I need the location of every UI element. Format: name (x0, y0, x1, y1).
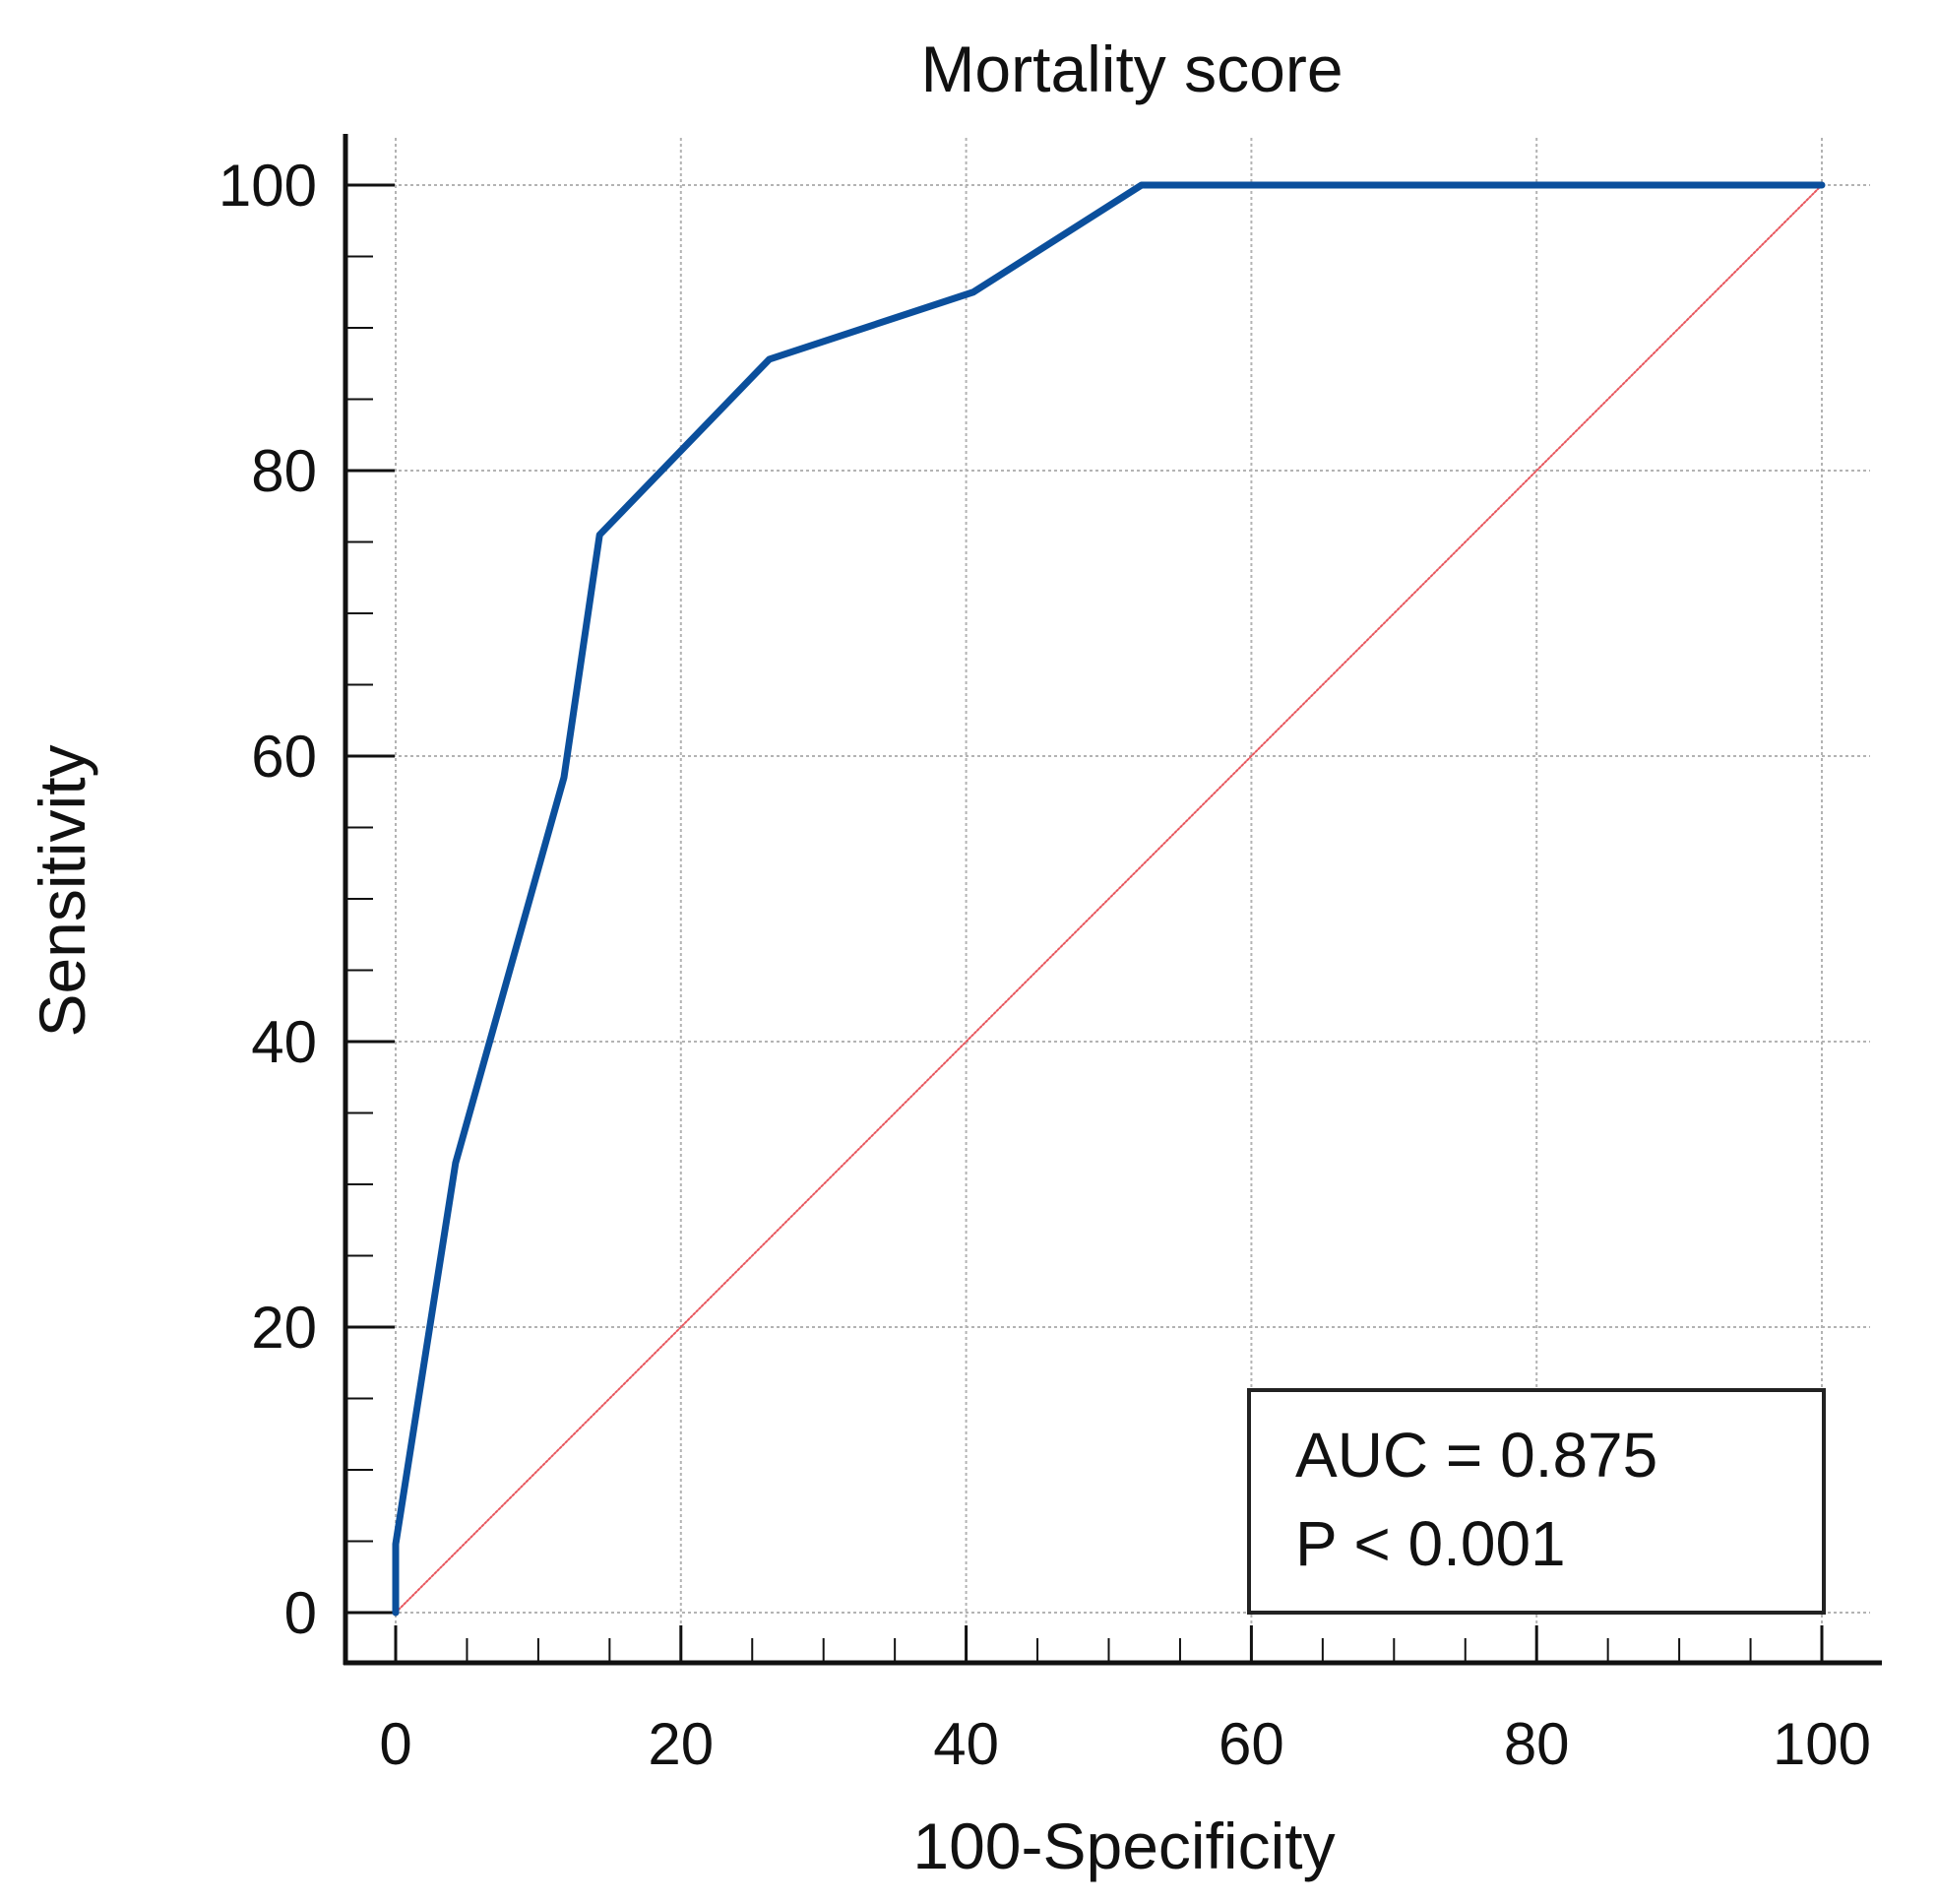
chart-title: Mortality score (920, 32, 1343, 105)
series (392, 181, 1826, 1617)
annotation-box (1247, 1388, 1826, 1615)
reference-line (395, 184, 1823, 1614)
grid (345, 138, 1870, 1663)
legend-box: AUC = 0.875 P < 0.001 (1247, 1388, 1826, 1615)
y-tick-label: 100 (219, 153, 317, 219)
x-tick-label: 80 (1504, 1711, 1570, 1777)
x-tick-label: 100 (1773, 1711, 1871, 1777)
y-tick-label: 60 (251, 724, 317, 790)
x-tick-label: 20 (648, 1711, 714, 1777)
y-tick-label: 80 (251, 438, 317, 504)
x-axis-label: 100-Specificity (912, 1809, 1335, 1882)
y-tick-label: 20 (251, 1295, 317, 1361)
x-tick-label: 60 (1218, 1711, 1284, 1777)
p-value-text: P < 0.001 (1295, 1508, 1566, 1579)
x-tick-label: 40 (933, 1711, 999, 1777)
y-tick-label: 40 (251, 1009, 317, 1075)
auc-text: AUC = 0.875 (1295, 1420, 1657, 1491)
roc-curve-line (392, 181, 1826, 1617)
y-axis-label: Sensitivity (26, 744, 98, 1037)
x-tick-label: 0 (379, 1711, 411, 1777)
y-tick-label: 0 (284, 1580, 317, 1646)
ticks: 0 20 40 60 80 100 0 20 40 60 80 100 (219, 153, 1871, 1777)
